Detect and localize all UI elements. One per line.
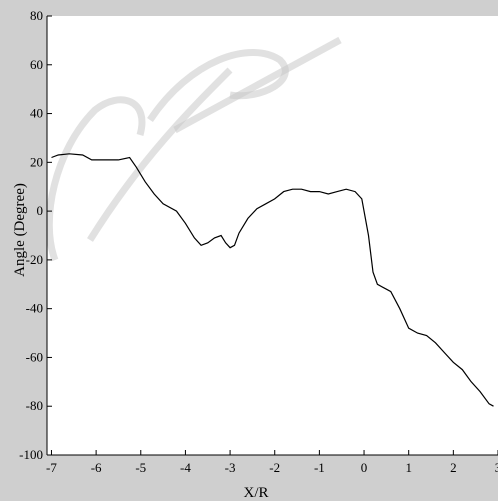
x-axis-title: X/R bbox=[243, 485, 268, 501]
y-tick-label: 80 bbox=[30, 8, 43, 23]
x-tick-label: -5 bbox=[135, 460, 146, 475]
y-tick-label: -100 bbox=[19, 447, 43, 462]
y-tick-label: -40 bbox=[26, 301, 43, 316]
x-tick-label: -1 bbox=[314, 460, 325, 475]
x-tick-label: -7 bbox=[46, 460, 57, 475]
y-tick-label: 60 bbox=[30, 57, 43, 72]
x-tick-label: -3 bbox=[225, 460, 236, 475]
x-tick-label: 0 bbox=[361, 460, 368, 475]
axis-ticks bbox=[47, 15, 498, 456]
y-tick-label: -20 bbox=[26, 252, 43, 267]
x-tick-label: 2 bbox=[450, 460, 457, 475]
y-tick-label: 20 bbox=[30, 154, 43, 169]
series-line bbox=[51, 153, 494, 407]
y-tick-label: -80 bbox=[26, 398, 43, 413]
tick-labels: -7 -6 -5 -4 -3 -2 -1 0 1 2 3 80 60 40 20 0 -20 -40 -60 -80 -… bbox=[19, 8, 498, 475]
y-tick-label: 0 bbox=[37, 203, 44, 218]
x-tick-label: 3 bbox=[495, 460, 498, 475]
y-axis-title: Angle (Degree) bbox=[12, 183, 28, 277]
x-tick-label: -6 bbox=[91, 460, 102, 475]
x-tick-label: 1 bbox=[405, 460, 412, 475]
x-tick-label: -2 bbox=[269, 460, 280, 475]
y-tick-label: 40 bbox=[30, 106, 43, 121]
watermark bbox=[45, 36, 342, 262]
x-tick-label: -4 bbox=[180, 460, 191, 475]
plot-area bbox=[47, 16, 498, 455]
y-tick-label: -60 bbox=[26, 349, 43, 364]
